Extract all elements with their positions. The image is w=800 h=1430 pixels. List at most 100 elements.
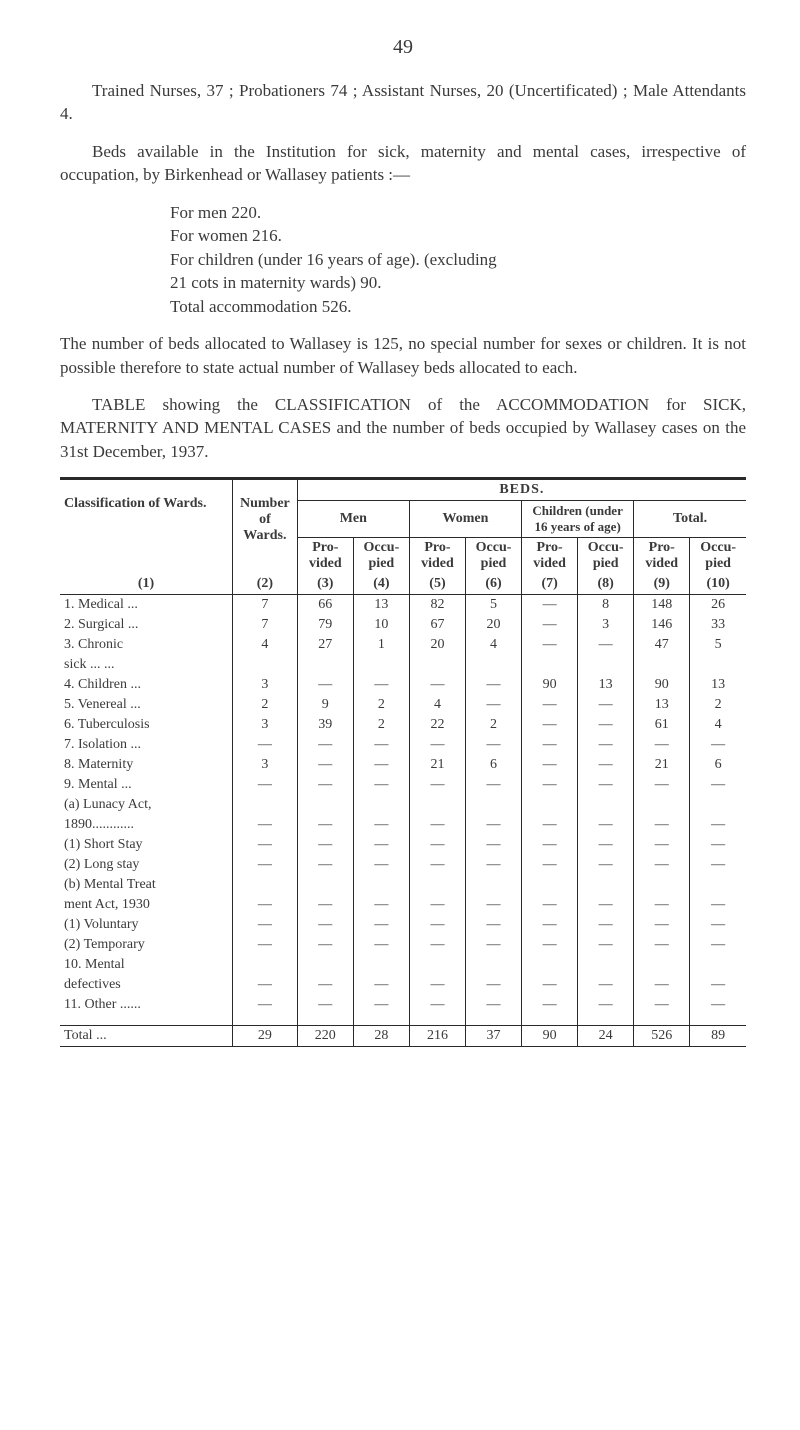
row-cell: — xyxy=(353,675,409,695)
row-number: 3 xyxy=(233,675,298,695)
row-cell: 39 xyxy=(297,715,353,735)
row-cell: 4 xyxy=(409,695,465,715)
row-cell: — xyxy=(409,855,465,875)
table-row: 5. Venereal ...2924———132 xyxy=(60,695,746,715)
row-cell: — xyxy=(634,915,690,935)
row-cell: 79 xyxy=(297,615,353,635)
row-cell: 27 xyxy=(297,635,353,655)
row-label: 7. Isolation ... xyxy=(60,735,233,755)
row-cell xyxy=(353,795,409,815)
row-cell: — xyxy=(409,995,465,1015)
th-beds: BEDS. xyxy=(297,479,746,501)
table-row: (1) Short Stay————————— xyxy=(60,835,746,855)
row-number xyxy=(233,955,298,975)
th-c3: (3) xyxy=(297,574,353,595)
row-cell: — xyxy=(409,895,465,915)
row-cell xyxy=(578,655,634,675)
th-classification: Classification of Wards. xyxy=(60,479,233,575)
row-cell: 148 xyxy=(634,595,690,616)
row-cell: — xyxy=(297,915,353,935)
row-cell: — xyxy=(522,635,578,655)
row-cell: — xyxy=(522,695,578,715)
row-label: 9. Mental ... xyxy=(60,775,233,795)
row-cell: 146 xyxy=(634,615,690,635)
row-cell xyxy=(465,875,521,895)
row-label: defectives xyxy=(60,975,233,995)
row-cell: 6 xyxy=(690,755,746,775)
table-row: 9. Mental ...————————— xyxy=(60,775,746,795)
row-cell: — xyxy=(522,735,578,755)
row-cell: — xyxy=(465,855,521,875)
row-cell: — xyxy=(465,835,521,855)
row-label: 1. Medical ... xyxy=(60,595,233,616)
table-row: 4. Children ...3————90139013 xyxy=(60,675,746,695)
beds-children-cont: 21 cots in maternity wards) 90. xyxy=(170,271,746,294)
row-cell: — xyxy=(522,935,578,955)
row-cell: — xyxy=(634,835,690,855)
row-cell: — xyxy=(465,895,521,915)
row-label: 1890............ xyxy=(60,815,233,835)
row-cell xyxy=(690,795,746,815)
row-cell: 67 xyxy=(409,615,465,635)
row-number: 3 xyxy=(233,755,298,775)
row-cell: — xyxy=(353,975,409,995)
row-cell: — xyxy=(634,895,690,915)
table-row: 11. Other ......————————— xyxy=(60,995,746,1015)
table-row: (1) Voluntary————————— xyxy=(60,915,746,935)
row-cell xyxy=(634,955,690,975)
th-c2: (2) xyxy=(233,574,298,595)
row-cell: — xyxy=(409,815,465,835)
th-c8: (8) xyxy=(578,574,634,595)
th-children-occ: Occu- pied xyxy=(578,538,634,575)
table-body: 1. Medical ...76613825—8148262. Surgical… xyxy=(60,595,746,1026)
row-cell: — xyxy=(353,735,409,755)
row-cell: 2 xyxy=(353,715,409,735)
row-cell xyxy=(634,655,690,675)
row-cell xyxy=(578,955,634,975)
row-cell xyxy=(297,655,353,675)
row-cell xyxy=(578,795,634,815)
row-cell xyxy=(690,955,746,975)
total-v7: 89 xyxy=(690,1026,746,1047)
row-label: (b) Mental Treat xyxy=(60,875,233,895)
row-cell xyxy=(353,655,409,675)
row-cell: — xyxy=(297,995,353,1015)
row-cell xyxy=(297,875,353,895)
row-cell: 33 xyxy=(690,615,746,635)
table-total-row: Total ... 29 220 28 216 37 90 24 526 89 xyxy=(60,1026,746,1047)
row-cell: — xyxy=(522,815,578,835)
th-c10: (10) xyxy=(690,574,746,595)
row-label: 8. Maternity xyxy=(60,755,233,775)
row-cell xyxy=(409,655,465,675)
row-cell: 26 xyxy=(690,595,746,616)
beds-total: Total accommodation 526. xyxy=(170,295,746,318)
row-cell: — xyxy=(522,855,578,875)
table-row: 1. Medical ...76613825—814826 xyxy=(60,595,746,616)
page-number: 49 xyxy=(60,36,746,59)
row-cell: — xyxy=(578,695,634,715)
row-cell: 2 xyxy=(690,695,746,715)
th-number-of-wards: Number of Wards. xyxy=(233,479,298,575)
th-children: Children (under 16 years of age) xyxy=(522,501,634,538)
row-cell: 4 xyxy=(465,635,521,655)
total-v3: 37 xyxy=(465,1026,521,1047)
th-c1: (1) xyxy=(60,574,233,595)
row-cell: — xyxy=(297,675,353,695)
total-v6: 526 xyxy=(634,1026,690,1047)
th-children-pro: Pro- vided xyxy=(522,538,578,575)
th-total-occ: Occu- pied xyxy=(690,538,746,575)
row-cell xyxy=(409,875,465,895)
row-cell: — xyxy=(465,935,521,955)
table-row: (a) Lunacy Act, xyxy=(60,795,746,815)
row-cell: — xyxy=(578,635,634,655)
row-cell: 47 xyxy=(634,635,690,655)
beds-children: For children (under 16 years of age). (e… xyxy=(170,248,746,271)
table-row: 2. Surgical ...779106720—314633 xyxy=(60,615,746,635)
row-cell xyxy=(353,955,409,975)
row-cell: 66 xyxy=(297,595,353,616)
row-cell: 5 xyxy=(690,635,746,655)
beds-block: For men 220. For women 216. For children… xyxy=(170,201,746,318)
th-c9: (9) xyxy=(634,574,690,595)
row-number: — xyxy=(233,995,298,1015)
total-v5: 24 xyxy=(578,1026,634,1047)
